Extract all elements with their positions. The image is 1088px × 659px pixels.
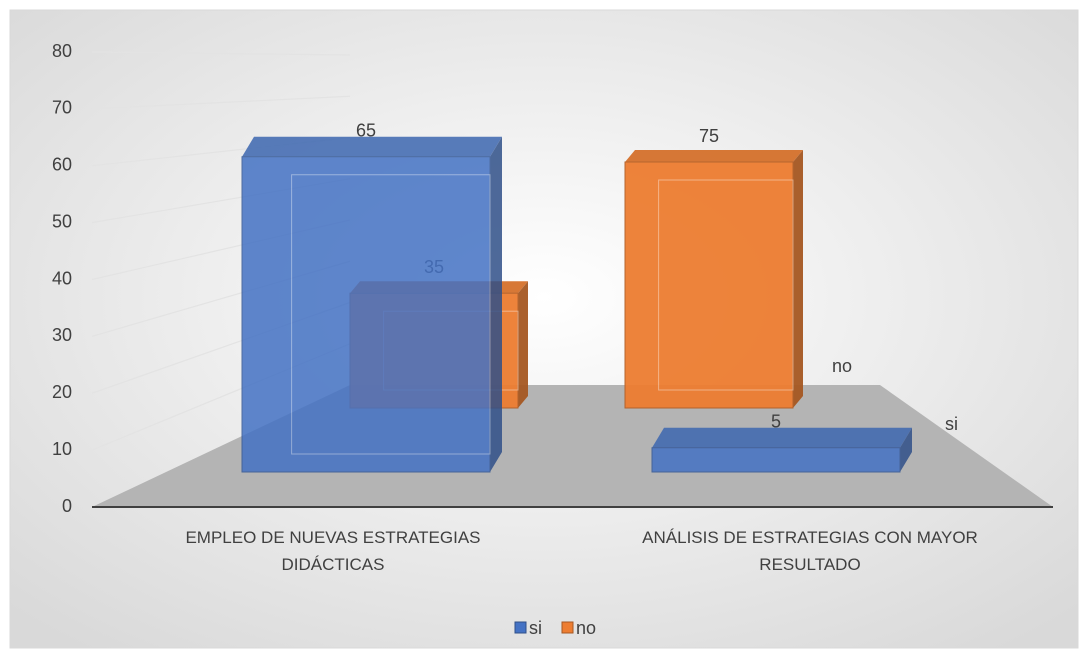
depth-label: si [945,414,958,434]
y-tick-label: 50 [52,211,72,231]
legend-swatch [514,621,527,634]
legend-label: si [529,618,542,638]
chart-area [9,9,1079,649]
y-tick-label: 80 [52,41,72,61]
y-tick-label: 0 [62,496,72,516]
bar-side [793,150,803,408]
y-tick-label: 40 [52,268,72,288]
bar-top [625,150,803,162]
x-tick-label: ANÁLISIS DE ESTRATEGIAS CON MAYOR RESULT… [642,528,978,574]
legend-label: no [576,618,596,638]
y-tick-label: 30 [52,325,72,345]
bar-front [241,156,491,473]
bar-side [490,136,502,472]
data-label: 65 [356,121,376,141]
grid-line [91,51,351,56]
bar-side [518,281,528,408]
x-tick-label: EMPLEO DE NUEVAS ESTRATEGIAS DIDÁCTICAS [185,528,481,574]
bar [651,427,912,473]
data-label: 5 [771,412,781,432]
bar-top [652,427,912,448]
depth-label: no [832,356,852,376]
bar-side [900,427,912,472]
data-label: 75 [699,126,719,146]
y-tick-label: 20 [52,382,72,402]
bar-inner [291,174,491,455]
bar-front [624,161,794,409]
grid-line [91,95,351,110]
bar-front [651,447,901,473]
y-tick-label: 60 [52,155,72,175]
bar [624,150,803,409]
bar [241,136,502,473]
y-tick-label: 10 [52,439,72,459]
bar-inner [658,179,794,391]
y-tick-label: 70 [52,98,72,118]
bar-top [242,136,502,157]
legend-swatch [561,621,574,634]
